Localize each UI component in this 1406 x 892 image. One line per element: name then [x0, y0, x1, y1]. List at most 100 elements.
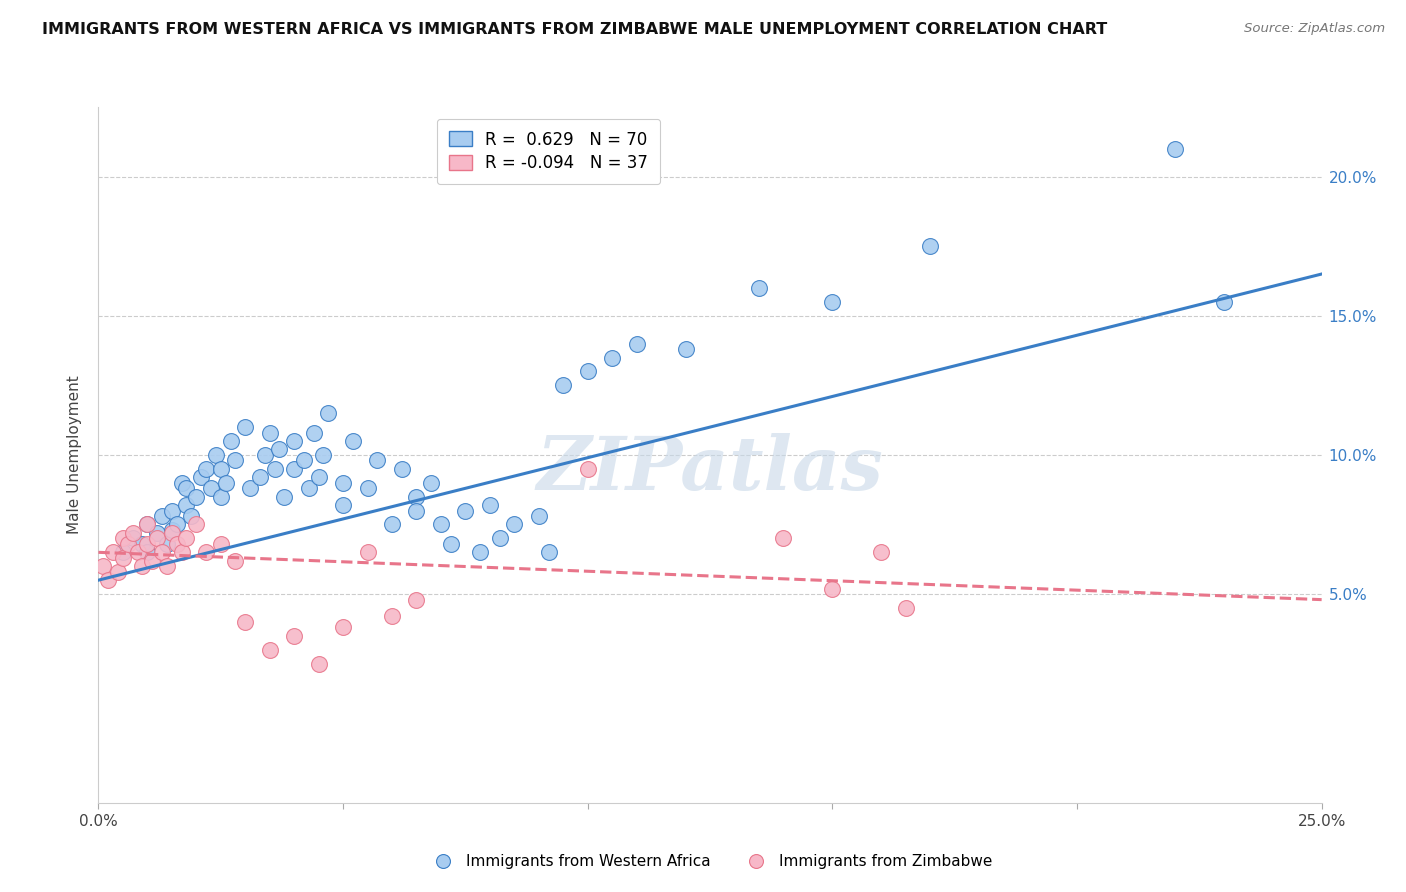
- Point: [405, 490, 427, 504]
- Point: [1212, 294, 1234, 309]
- Point: [269, 442, 291, 457]
- Text: IMMIGRANTS FROM WESTERN AFRICA VS IMMIGRANTS FROM ZIMBABWE MALE UNEMPLOYMENT COR: IMMIGRANTS FROM WESTERN AFRICA VS IMMIGR…: [42, 22, 1108, 37]
- Point: [200, 481, 222, 495]
- Point: [283, 462, 305, 476]
- Point: [748, 281, 770, 295]
- Point: [141, 554, 163, 568]
- Point: [273, 490, 295, 504]
- Point: [91, 559, 114, 574]
- Point: [160, 503, 183, 517]
- Point: [176, 481, 198, 495]
- Point: [527, 509, 550, 524]
- Point: [121, 525, 143, 540]
- Point: [166, 537, 188, 551]
- Point: [430, 517, 453, 532]
- Point: [318, 406, 340, 420]
- Point: [111, 550, 134, 565]
- Point: [302, 425, 325, 440]
- Point: [283, 629, 305, 643]
- Point: [478, 498, 501, 512]
- Point: [209, 537, 232, 551]
- Point: [136, 545, 159, 559]
- Point: [308, 470, 330, 484]
- Point: [209, 490, 232, 504]
- Point: [263, 462, 285, 476]
- Point: [214, 475, 236, 490]
- Point: [488, 532, 510, 546]
- Point: [205, 448, 228, 462]
- Point: [136, 517, 159, 532]
- Point: [127, 545, 149, 559]
- Point: [772, 532, 794, 546]
- Point: [600, 351, 623, 365]
- Point: [239, 481, 262, 495]
- Point: [111, 532, 134, 546]
- Point: [454, 503, 477, 517]
- Y-axis label: Male Unemployment: Male Unemployment: [67, 376, 83, 534]
- Point: [342, 434, 364, 448]
- Point: [101, 545, 124, 559]
- Point: [894, 601, 917, 615]
- Point: [146, 525, 169, 540]
- Point: [253, 448, 276, 462]
- Point: [190, 470, 212, 484]
- Point: [332, 620, 354, 634]
- Point: [381, 517, 404, 532]
- Point: [131, 537, 153, 551]
- Point: [233, 420, 256, 434]
- Point: [156, 537, 179, 551]
- Point: [308, 657, 330, 671]
- Point: [553, 378, 575, 392]
- Point: [821, 294, 844, 309]
- Point: [111, 545, 134, 559]
- Text: Source: ZipAtlas.com: Source: ZipAtlas.com: [1244, 22, 1385, 36]
- Point: [150, 545, 173, 559]
- Point: [146, 532, 169, 546]
- Point: [117, 537, 139, 551]
- Point: [121, 532, 143, 546]
- Point: [391, 462, 413, 476]
- Point: [160, 525, 183, 540]
- Point: [176, 532, 198, 546]
- Point: [292, 453, 315, 467]
- Point: [332, 475, 354, 490]
- Point: [195, 462, 218, 476]
- Point: [870, 545, 893, 559]
- Point: [186, 490, 208, 504]
- Point: [356, 545, 378, 559]
- Point: [136, 517, 159, 532]
- Point: [468, 545, 491, 559]
- Point: [150, 509, 173, 524]
- Point: [219, 434, 242, 448]
- Point: [440, 537, 463, 551]
- Point: [366, 453, 388, 467]
- Point: [381, 609, 404, 624]
- Point: [312, 448, 335, 462]
- Point: [186, 517, 208, 532]
- Point: [576, 364, 599, 378]
- Point: [160, 523, 183, 537]
- Point: [405, 503, 427, 517]
- Point: [136, 537, 159, 551]
- Point: [821, 582, 844, 596]
- Point: [131, 559, 153, 574]
- Point: [224, 554, 246, 568]
- Point: [166, 517, 188, 532]
- Point: [170, 475, 193, 490]
- Point: [209, 462, 232, 476]
- Point: [405, 592, 427, 607]
- Point: [170, 545, 193, 559]
- Point: [259, 425, 281, 440]
- Point: [298, 481, 321, 495]
- Point: [107, 565, 129, 579]
- Point: [675, 342, 697, 356]
- Point: [537, 545, 560, 559]
- Text: ZIPatlas: ZIPatlas: [537, 433, 883, 505]
- Point: [356, 481, 378, 495]
- Point: [233, 615, 256, 629]
- Point: [626, 336, 648, 351]
- Point: [180, 509, 202, 524]
- Point: [195, 545, 218, 559]
- Point: [576, 462, 599, 476]
- Point: [224, 453, 246, 467]
